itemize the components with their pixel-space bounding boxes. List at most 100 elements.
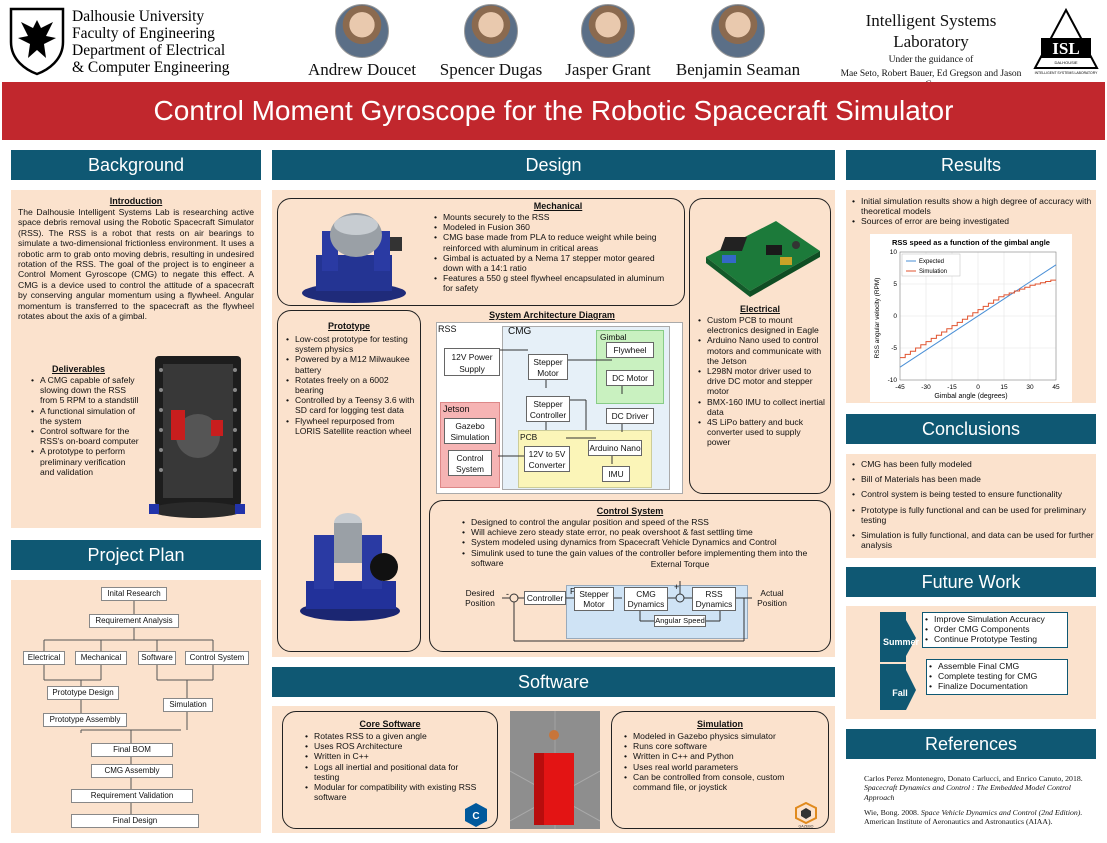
chart-series-line [900,279,1056,359]
chart-ytick-label: 5 [893,281,897,288]
simulation-heading: Simulation [696,719,743,729]
gimbal-label: Gimbal [600,332,627,342]
plan-node: CMG Assembly [91,764,173,778]
results-panel: Initial simulation results show a high d… [846,190,1096,403]
results-list: Initial simulation results show a high d… [850,196,1094,227]
poster-header: Dalhousie University Faculty of Engineer… [0,0,1107,90]
desired-position-label: Desired Position [465,588,495,608]
chart-xtick-label: 0 [976,384,980,391]
prototype-box: Prototype Low-cost prototype for testing… [277,310,421,652]
list-item: Continue Prototype Testing [923,634,1067,644]
software-heading: Software [272,667,835,697]
list-item: Will achieve zero steady state error, no… [460,527,820,537]
list-item: Custom PCB to mount electronics designed… [696,315,826,335]
list-item: A prototype to perform preliminary verif… [29,446,141,477]
plan-panel: Inital Research Requirement Analysis Ele… [11,580,261,833]
author-name: Jasper Grant [565,60,651,79]
background-heading: Background [11,150,261,180]
dc-driver-node: DC Driver [606,408,654,424]
list-item: Low-cost prototype for testing system ph… [284,334,418,354]
list-item: Rotates RSS to a given angle [303,731,483,741]
rss-dynamics-block: RSS Dynamics [692,587,736,611]
list-item: A CMG capable of safely slowing down the… [29,375,141,406]
conclusions-panel: CMG has been fully modeled Bill of Mater… [846,454,1096,558]
minus-sign: - [506,589,509,599]
list-item: Controlled by a Teensy 3.6 with SD card … [284,395,418,415]
mechanical-box: Mechanical Mounts securely to the RSS Mo… [277,198,685,306]
cpp-logo-icon: C [465,803,487,827]
core-heading: Core Software [359,719,421,729]
lab-block: Intelligent Systems Laboratory Under the… [836,10,1026,91]
reference-2: Wie, Bong. 2008. Space Vehicle Dynamics … [864,808,1094,827]
svg-text:C: C [472,811,479,822]
controller-node: Controller [524,591,566,605]
list-item: L298N motor driver used to drive DC moto… [696,366,826,397]
list-item: Complete testing for CMG [927,671,1067,681]
control-arrows [502,581,752,642]
avatar [581,4,635,58]
list-item: Assemble Final CMG [927,661,1067,671]
chart-legend-label: Simulation [919,269,947,275]
gazebo-simulation-image [510,711,600,829]
list-item: Order CMG Components [923,624,1067,634]
plan-node: Software [138,651,176,665]
list-item: Initial simulation results show a high d… [850,196,1094,216]
prototype-render-image [300,513,400,621]
electrical-box: Electrical Custom PCB to mount electroni… [689,198,831,494]
list-item: Sources of error are being investigated [850,216,1094,226]
chart-xlabel: Gimbal angle (degrees) [934,393,1007,400]
chart-ylabel: RSS angular velocity (RPM) [874,278,881,359]
avatar [335,4,389,58]
future-arrows [880,612,916,710]
chart-ytick-label: -5 [891,345,897,352]
chart-xtick-label: -30 [921,384,931,391]
chart-legend-box [901,253,961,277]
plan-node: Inital Research [101,587,167,601]
list-item: CMG base made from PLA to reduce weight … [432,232,668,252]
external-torque-label: External Torque [650,559,710,569]
flywheel-node: Flywheel [606,342,654,358]
plan-node: Prototype Design [47,686,119,700]
control-list: Designed to control the angular position… [460,517,820,568]
list-item: Finalize Documentation [927,681,1067,691]
author-name: Spencer Dugas [439,60,543,79]
svg-text:GAZEBO: GAZEBO [799,825,814,829]
design-panel: Mechanical Mounts securely to the RSS Mo… [272,190,835,657]
conclusions-heading: Conclusions [846,414,1096,444]
prototype-list: Low-cost prototype for testing system ph… [284,334,418,436]
list-item: Simulation is fully functional, and data… [850,530,1094,550]
list-item: CMG has been fully modeled [850,459,1094,469]
ref-authors: Carlos Perez Montenegro, Donato Carlucci… [864,774,1083,783]
list-item: Designed to control the angular position… [460,517,820,527]
deliverables-heading: Deliverables [51,364,106,374]
list-item: Bill of Materials has been made [850,474,1094,484]
mechanical-heading: Mechanical [533,201,583,211]
cmg-label: CMG [508,326,532,337]
future-panel: Summer Fall Improve Simulation Accuracy … [846,606,1096,719]
electrical-list: Custom PCB to mount electronics designed… [696,315,826,448]
univ-line: & Computer Engineering [72,59,230,76]
stepper-motor-node: Stepper Motor [528,354,568,380]
list-item: Rotates freely on a 6002 bearing [284,375,418,395]
mechanical-list: Mounts securely to the RSS Modeled in Fu… [432,212,668,294]
chart-xtick-label: 15 [1000,384,1008,391]
list-item: Prototype is fully functional and can be… [850,505,1094,525]
poster-title: Control Moment Gyroscope for the Robotic… [2,82,1105,140]
chart-ytick-label: 10 [890,249,898,256]
prototype-heading: Prototype [327,321,370,331]
univ-line: Faculty of Engineering [72,25,215,42]
stepper-controller-node: Stepper Controller [526,396,570,422]
ref-publisher: American Institute of Aeronautics and As… [864,817,1053,827]
chart-xtick-label: 30 [1026,384,1034,391]
list-item: Mounts securely to the RSS [432,212,668,222]
author-jasper: Jasper Grant [556,4,660,80]
list-item: Can be controlled from console, custom c… [622,772,822,792]
list-item: Uses ROS Architecture [303,741,483,751]
list-item: Written in C++ [303,751,483,761]
chart-series-line [899,264,1057,368]
ref-title: Space Vehicle Dynamics and Control (2nd … [920,808,1083,817]
ref-title: Spacecraft Dynamics and Control : The Em… [864,783,1071,802]
chart-ytick-label: 0 [893,313,897,320]
list-item: System modeled using dynamics from Space… [460,537,820,547]
converter-node: 12V to 5V Converter [524,446,570,472]
